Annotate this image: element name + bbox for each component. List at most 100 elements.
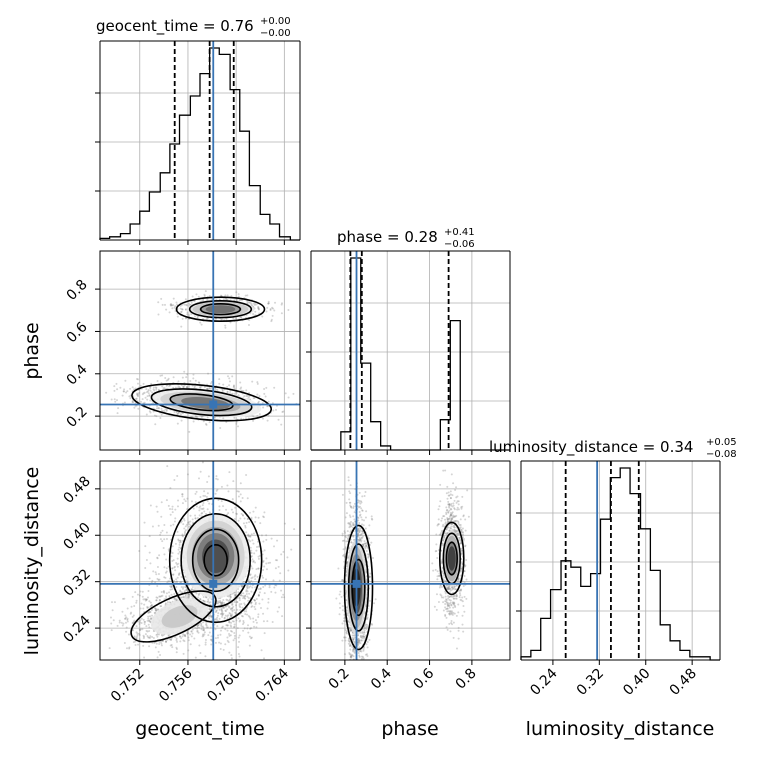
histogram-step	[311, 257, 510, 451]
sample-point	[222, 599, 225, 602]
sample-point	[200, 323, 203, 326]
sample-point	[284, 392, 287, 395]
sample-point	[266, 419, 269, 422]
sample-point	[262, 417, 265, 420]
sample-point	[362, 633, 365, 636]
sample-point	[149, 562, 152, 565]
sample-point	[186, 473, 189, 476]
sample-point	[272, 579, 275, 582]
sample-point	[145, 391, 148, 394]
sample-point	[126, 617, 129, 620]
sample-point	[272, 307, 275, 310]
sample-point	[345, 632, 348, 635]
sample-point	[257, 594, 260, 597]
sample-point	[108, 647, 111, 650]
sample-point	[175, 562, 178, 565]
sample-point	[349, 492, 352, 495]
sample-point	[262, 561, 265, 564]
sample-point	[157, 579, 160, 582]
sample-point	[216, 388, 219, 391]
sample-point	[221, 612, 224, 615]
x-axis-label-phase: phase	[381, 718, 438, 740]
sample-point	[249, 627, 252, 630]
sample-point	[140, 622, 143, 625]
sample-point	[156, 556, 159, 559]
sample-point	[206, 499, 209, 502]
sample-point	[244, 597, 247, 600]
sample-point	[239, 619, 242, 622]
sample-point	[253, 396, 256, 399]
sample-point	[169, 513, 172, 516]
sample-point	[224, 610, 227, 613]
sample-point	[231, 607, 234, 610]
sample-point	[203, 633, 206, 636]
sample-point	[132, 401, 135, 404]
sample-point	[118, 619, 121, 622]
sample-point	[230, 621, 233, 624]
sample-point	[179, 635, 182, 638]
sample-point	[146, 395, 149, 398]
sample-point	[230, 614, 233, 617]
hist-panel-geocent-time	[95, 40, 301, 245]
sample-point	[171, 511, 174, 514]
sample-point	[169, 303, 172, 306]
sample-point	[158, 407, 161, 410]
sample-point	[169, 384, 172, 387]
sample-point	[242, 389, 245, 392]
sample-point	[144, 545, 147, 548]
sample-point	[241, 496, 244, 499]
sample-point	[359, 500, 362, 503]
sample-point	[236, 425, 239, 428]
sample-point	[133, 406, 136, 409]
sample-point	[265, 538, 268, 541]
sample-point	[235, 317, 238, 320]
sample-point	[129, 397, 132, 400]
sample-point	[178, 543, 181, 546]
sample-point	[219, 427, 222, 430]
sample-point	[270, 320, 273, 323]
sample-point	[196, 416, 199, 419]
sample-point	[233, 637, 236, 640]
sample-point	[238, 603, 241, 606]
sample-point	[235, 291, 238, 294]
sample-point	[163, 387, 166, 390]
sample-point	[194, 492, 197, 495]
sample-point	[157, 407, 160, 410]
sample-point	[238, 604, 241, 607]
sample-point	[194, 379, 197, 382]
axes-frame	[99, 250, 301, 451]
sample-point	[183, 634, 186, 637]
sample-point	[209, 614, 212, 617]
sample-point	[278, 606, 281, 609]
sample-point	[182, 633, 185, 636]
sample-point	[167, 635, 170, 638]
sample-point	[250, 555, 253, 558]
sample-point	[185, 579, 188, 582]
sample-point	[204, 641, 207, 644]
sample-point	[221, 602, 224, 605]
sample-point	[234, 593, 237, 596]
sample-point	[228, 621, 231, 624]
sample-point	[245, 417, 248, 420]
sample-point	[179, 304, 182, 307]
sample-point	[146, 398, 149, 401]
sample-point	[161, 303, 164, 306]
sample-point	[176, 303, 179, 306]
sample-point	[205, 317, 208, 320]
sample-point	[244, 524, 247, 527]
sample-point	[275, 584, 278, 587]
sample-point	[181, 533, 184, 536]
sample-point	[247, 538, 250, 541]
sample-point	[233, 416, 236, 419]
sample-point	[181, 534, 184, 537]
sample-point	[252, 510, 255, 513]
sample-point	[170, 555, 173, 558]
sample-point	[177, 386, 180, 389]
sample-point	[240, 594, 243, 597]
sample-point	[156, 635, 159, 638]
sample-point	[135, 398, 138, 401]
sample-point	[356, 532, 359, 535]
sample-point	[119, 386, 122, 389]
sample-point	[221, 388, 224, 391]
sample-point	[283, 522, 286, 525]
